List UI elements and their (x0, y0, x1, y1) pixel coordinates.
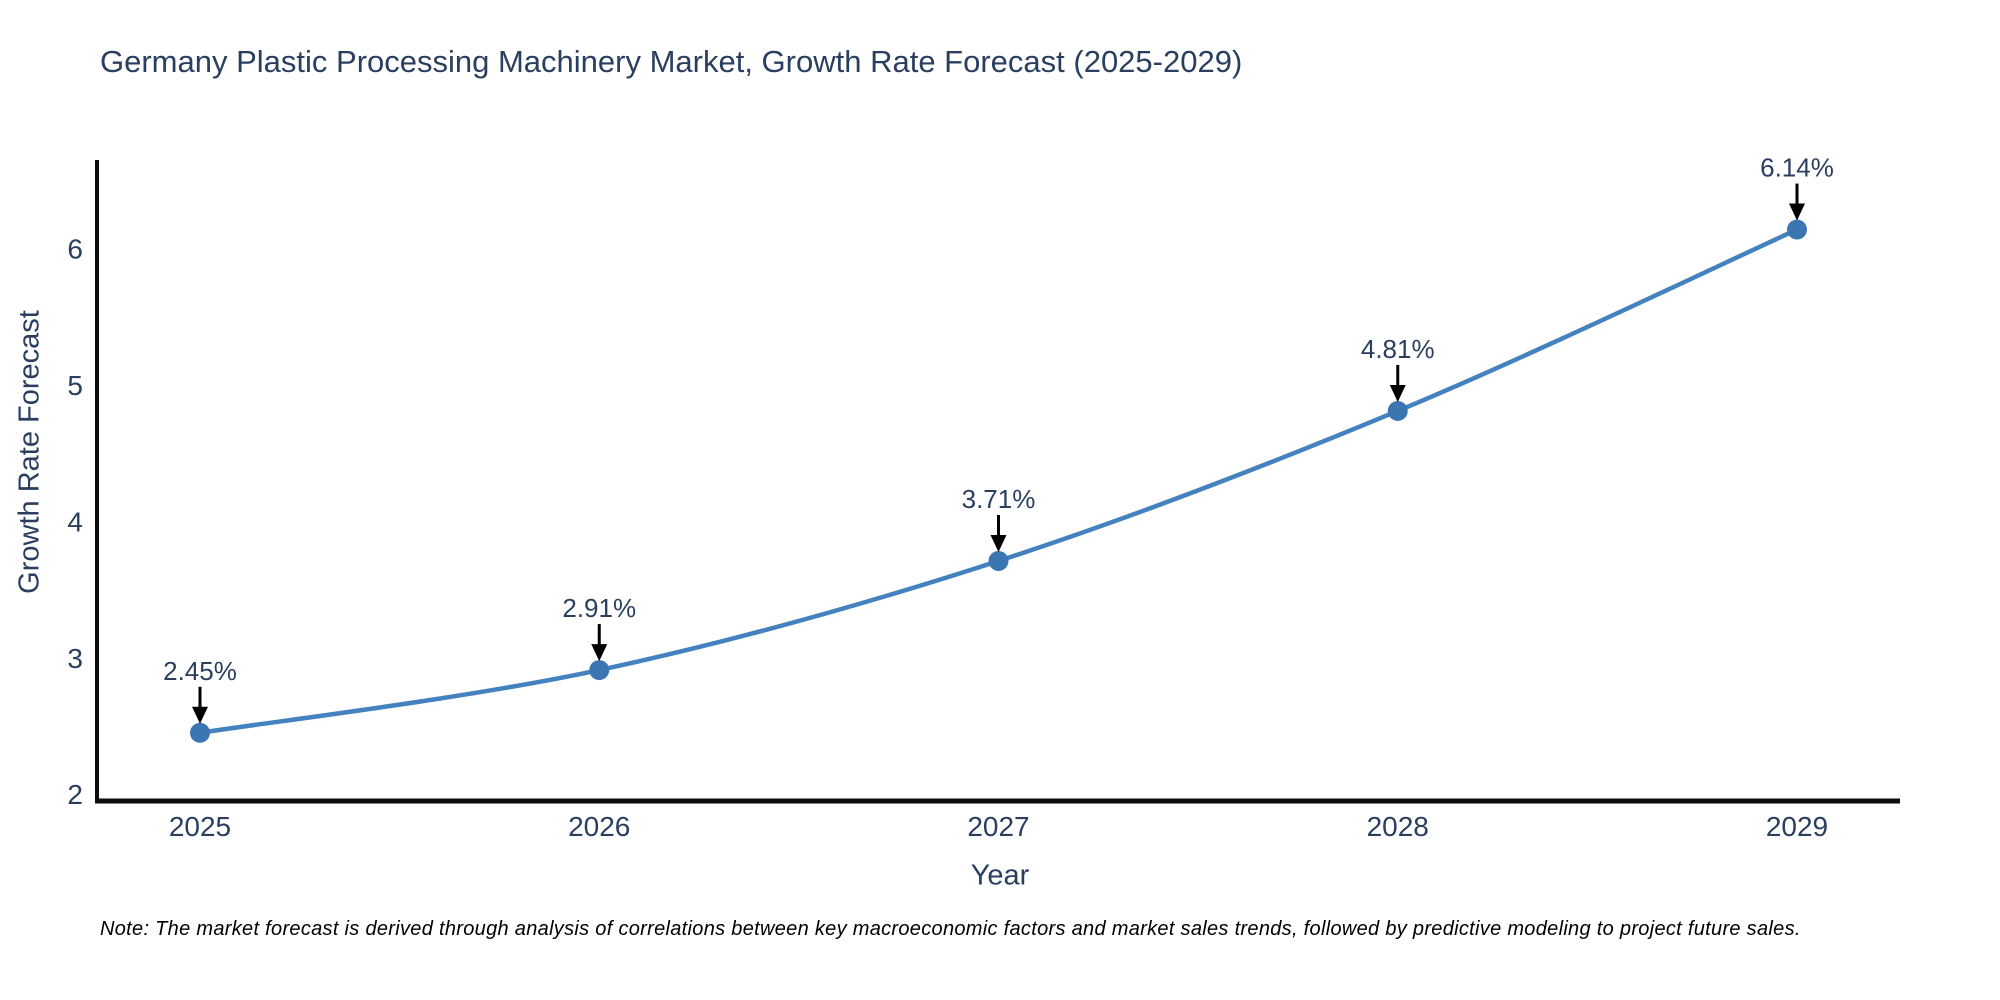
data-point-marker (1787, 219, 1807, 240)
x-tick-label: 2027 (967, 811, 1029, 842)
axes-layer (95, 160, 1900, 804)
y-tick-label: 5 (67, 370, 83, 401)
point-annotation-label: 4.81% (1361, 334, 1435, 364)
series-layer (190, 219, 1807, 743)
footnote-text: Note: The market forecast is derived thr… (100, 918, 1801, 940)
y-tick-label: 3 (67, 643, 83, 674)
point-annotation: 2.45% (163, 656, 237, 724)
x-tick-label: 2028 (1367, 811, 1429, 842)
chart-title: Germany Plastic Processing Machinery Mar… (100, 44, 1243, 79)
point-annotation-label: 2.91% (562, 593, 636, 623)
y-tick-label: 4 (67, 506, 83, 537)
y-tick-label: 6 (67, 234, 83, 265)
tick-layer: 2 3 4 5 6 2025 2026 2027 2028 2029 (67, 234, 1828, 842)
point-annotation: 3.71% (962, 484, 1036, 552)
y-tick-label: 2 (67, 779, 83, 810)
x-tick-label: 2025 (169, 811, 231, 842)
annotation-layer: 2.45% 2.91% 3.71% 4.81% 6.14% (163, 153, 1834, 724)
series-line (197, 227, 1800, 736)
data-point-marker (988, 550, 1009, 571)
data-point-marker (589, 660, 610, 681)
point-annotation-label: 3.71% (962, 484, 1036, 514)
y-axis-title: Growth Rate Forecast (13, 310, 46, 594)
data-point-marker (190, 722, 210, 743)
x-tick-label: 2026 (568, 811, 630, 842)
x-axis-title: Year (970, 859, 1030, 892)
annotation-arrowhead-icon (591, 644, 608, 662)
point-annotation: 6.14% (1760, 153, 1834, 221)
point-annotation-label: 6.14% (1760, 153, 1834, 183)
data-point-marker (1387, 400, 1408, 421)
point-annotation-label: 2.45% (163, 656, 237, 686)
annotation-arrowhead-icon (990, 534, 1007, 552)
annotation-arrowhead-icon (1789, 203, 1805, 221)
point-annotation: 2.91% (562, 593, 636, 662)
x-tick-label: 2029 (1766, 811, 1828, 842)
point-annotation: 4.81% (1361, 334, 1435, 402)
annotation-arrowhead-icon (1389, 384, 1406, 402)
annotation-arrowhead-icon (192, 706, 208, 724)
